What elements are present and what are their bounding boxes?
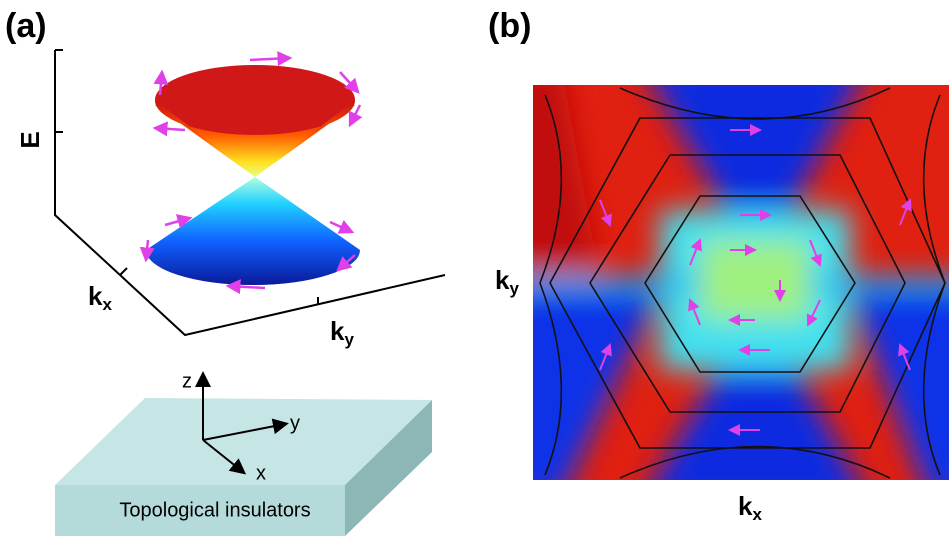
panel-label: (b): [488, 7, 531, 45]
axis-ky: ky: [330, 316, 354, 350]
axis-kx: kx: [88, 281, 112, 315]
coord-z: z: [182, 370, 192, 392]
dirac-cone: [146, 58, 360, 288]
axis-kx: kx: [738, 491, 762, 525]
slab-label: Topological insulators: [119, 499, 310, 521]
coord-x: x: [256, 462, 266, 484]
coord-y: y: [290, 412, 300, 434]
axis-ky: ky: [495, 265, 519, 299]
heatmap: [510, 60, 949, 505]
axis-e: E: [15, 131, 45, 148]
figure: (a) E kx ky z y x Topological insulators…: [0, 0, 949, 536]
panel-label: (a): [5, 7, 47, 45]
